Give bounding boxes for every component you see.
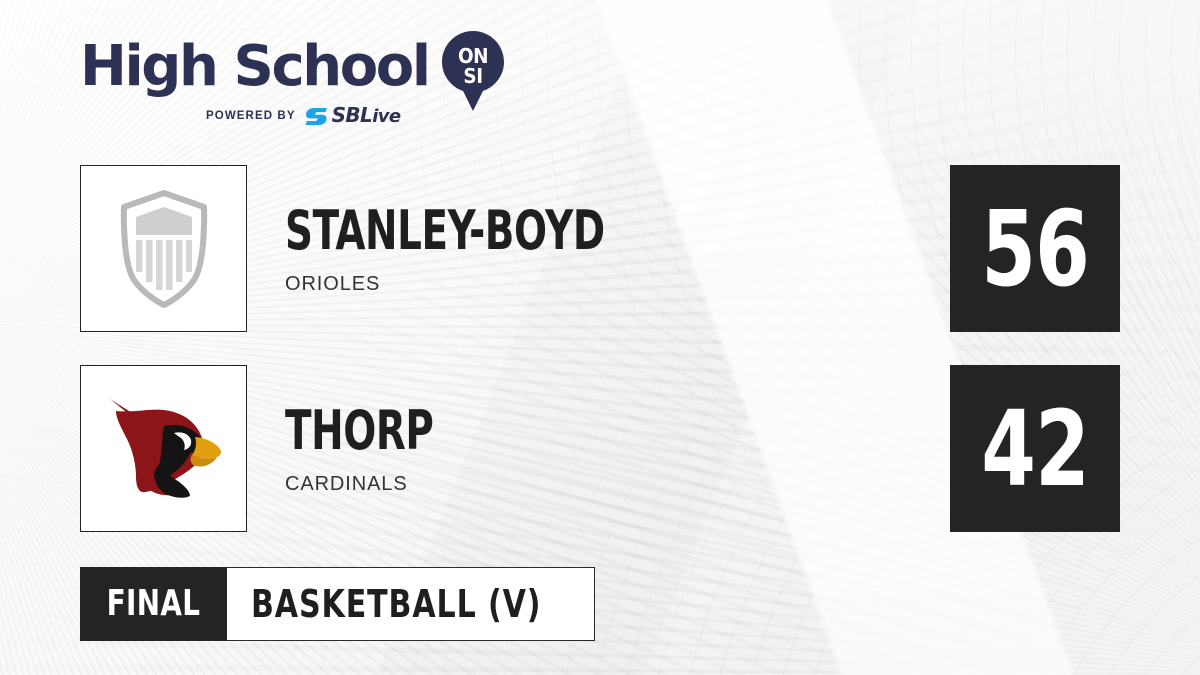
on-si-pin-icon: ON SI (441, 30, 505, 112)
sport-label-box: BASKETBALL (V) (227, 567, 595, 641)
brand-title: High School (80, 34, 431, 99)
team-row: THORP CARDINALS 42 (80, 365, 1120, 535)
team-row: STANLEY-BOYD ORIOLES 56 (80, 165, 1120, 335)
status-bar: FINAL BASKETBALL (V) (80, 567, 595, 641)
team-score: 56 (981, 187, 1090, 310)
sblive-wordmark: SBLive (331, 103, 402, 127)
game-status-badge: FINAL (80, 567, 227, 641)
team-score-box: 42 (950, 365, 1120, 532)
pin-line-1: ON (458, 44, 488, 68)
powered-by-row: POWERED BY SBLive (206, 103, 510, 127)
team-logo-card (80, 165, 247, 332)
sport-label: BASKETBALL (V) (251, 582, 542, 626)
team-score: 42 (981, 387, 1090, 510)
game-status-label: FINAL (106, 583, 201, 624)
sblive-logo: SBLive (304, 103, 402, 127)
team-score-box: 56 (950, 165, 1120, 332)
team-name: STANLEY-BOYD (285, 198, 605, 262)
team-text-block: THORP CARDINALS (285, 365, 471, 532)
shield-placeholder-icon (112, 189, 216, 308)
cardinal-head-icon (102, 393, 226, 505)
pin-line-2: SI (463, 64, 482, 88)
team-logo-card (80, 365, 247, 532)
team-mascot: ORIOLES (285, 272, 381, 295)
team-name: THORP (285, 398, 434, 462)
brand-title-row: High School ON SI (80, 31, 510, 111)
brand-lockup: High School ON SI POWERED BY SBLive (80, 31, 510, 134)
team-text-block: STANLEY-BOYD ORIOLES (285, 165, 685, 332)
sblive-s-mark-icon (304, 107, 327, 125)
powered-by-label: POWERED BY (206, 110, 296, 122)
team-mascot: CARDINALS (285, 472, 408, 495)
